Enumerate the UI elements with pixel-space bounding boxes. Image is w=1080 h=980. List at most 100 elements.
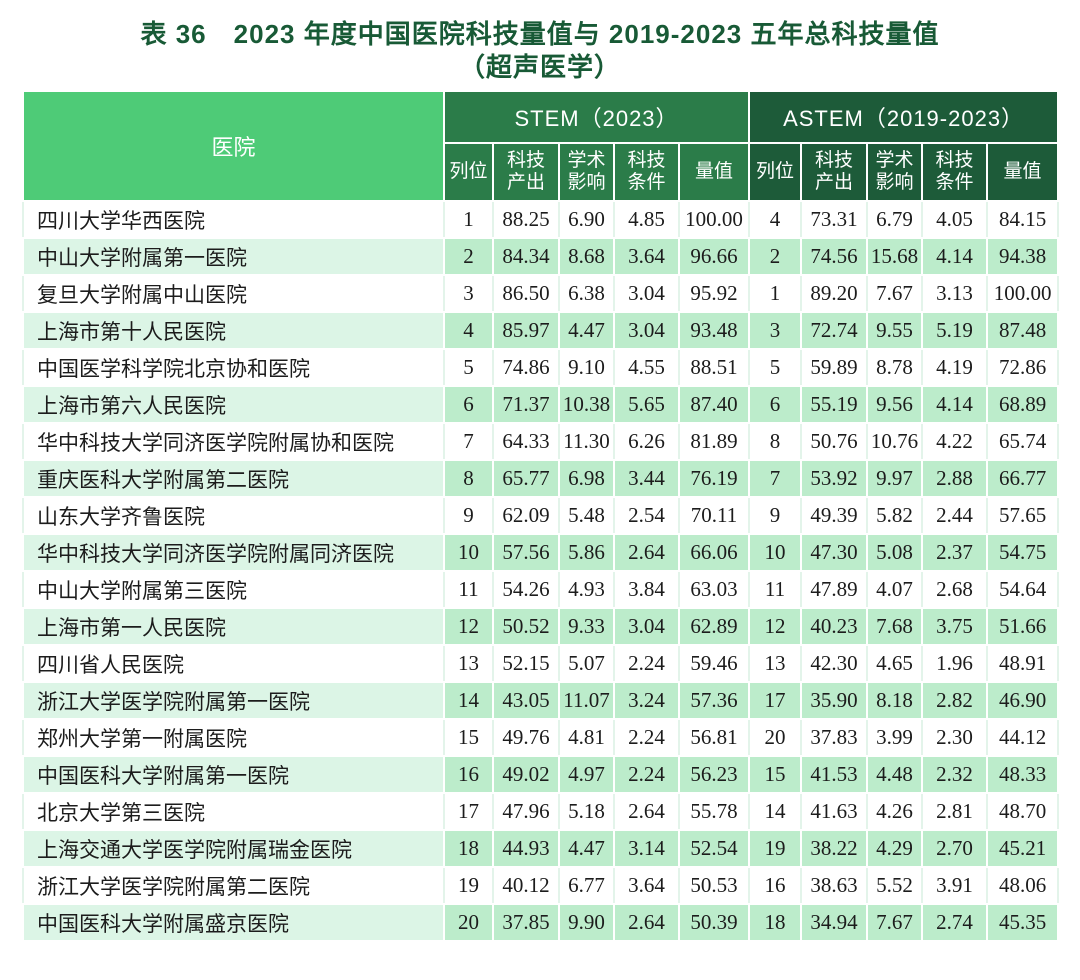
- value-cell: 37.83: [800, 718, 869, 757]
- value-cell: 5.52: [866, 866, 924, 905]
- value-cell: 55.78: [677, 792, 751, 831]
- value-cell: 48.91: [986, 644, 1060, 683]
- value-cell: 44.12: [986, 718, 1060, 757]
- value-cell: 12: [748, 607, 803, 646]
- value-cell: 6.26: [613, 422, 680, 461]
- value-cell: 62.09: [492, 496, 560, 535]
- value-cell: 62.89: [677, 607, 751, 646]
- hospital-name-cell: 山东大学齐鲁医院: [22, 496, 445, 535]
- table-row: 中国医科大学附属盛京医院 20 37.85 9.90 2.64 50.39 18 34.94 7…: [22, 903, 1060, 942]
- hospital-name-cell: 四川省人民医院: [22, 644, 445, 683]
- value-cell: 68.89: [986, 385, 1060, 424]
- astem-value-header: 量值: [986, 142, 1060, 202]
- value-cell: 49.76: [492, 718, 560, 757]
- value-cell: 16: [443, 755, 494, 794]
- value-cell: 1.96: [921, 644, 989, 683]
- value-cell: 84.15: [986, 200, 1060, 239]
- value-cell: 94.38: [986, 237, 1060, 276]
- value-cell: 46.90: [986, 681, 1060, 720]
- value-cell: 5.08: [866, 533, 924, 572]
- value-cell: 2.64: [613, 903, 680, 942]
- value-cell: 2.70: [921, 829, 989, 868]
- table-row: 山东大学齐鲁医院 9 62.09 5.48 2.54 70.11 9 49.39 5.82 2.4…: [22, 496, 1060, 535]
- hospital-name-cell: 四川大学华西医院: [22, 200, 445, 239]
- value-cell: 4.85: [613, 200, 680, 239]
- value-cell: 65.74: [986, 422, 1060, 461]
- value-cell: 63.03: [677, 570, 751, 609]
- value-cell: 11: [748, 570, 803, 609]
- value-cell: 2.30: [921, 718, 989, 757]
- value-cell: 45.35: [986, 903, 1060, 942]
- value-cell: 86.50: [492, 274, 560, 313]
- table-row: 郑州大学第一附属医院 15 49.76 4.81 2.24 56.81 20 37.83 3.9…: [22, 718, 1060, 757]
- value-cell: 40.12: [492, 866, 560, 905]
- value-cell: 88.25: [492, 200, 560, 239]
- hospital-name-cell: 华中科技大学同济医学院附属协和医院: [22, 422, 445, 461]
- astem-output-header: 科技产出: [800, 142, 869, 202]
- value-cell: 73.31: [800, 200, 869, 239]
- value-cell: 74.86: [492, 348, 560, 387]
- table-row: 中山大学附属第三医院 11 54.26 4.93 3.84 63.03 11 47.89 4.0…: [22, 570, 1060, 609]
- value-cell: 72.74: [800, 311, 869, 350]
- value-cell: 55.19: [800, 385, 869, 424]
- hospital-name-cell: 郑州大学第一附属医院: [22, 718, 445, 757]
- value-cell: 5.19: [921, 311, 989, 350]
- value-cell: 5.86: [558, 533, 615, 572]
- table-row: 华中科技大学同济医学院附属协和医院 7 64.33 11.30 6.26 81.89 8 50…: [22, 422, 1060, 461]
- value-cell: 10: [748, 533, 803, 572]
- value-cell: 53.92: [800, 459, 869, 498]
- value-cell: 9: [748, 496, 803, 535]
- value-cell: 49.39: [800, 496, 869, 535]
- value-cell: 4.14: [921, 385, 989, 424]
- value-cell: 9: [443, 496, 494, 535]
- value-cell: 2.24: [613, 644, 680, 683]
- table-row: 中国医科大学附属第一医院 16 49.02 4.97 2.24 56.23 15 41.53 4…: [22, 755, 1060, 794]
- value-cell: 35.90: [800, 681, 869, 720]
- stem-rank-header: 列位: [443, 142, 494, 202]
- value-cell: 16: [748, 866, 803, 905]
- value-cell: 74.56: [800, 237, 869, 276]
- hospital-name-cell: 中山大学附属第一医院: [22, 237, 445, 276]
- value-cell: 6.98: [558, 459, 615, 498]
- hospital-name-cell: 浙江大学医学院附属第二医院: [22, 866, 445, 905]
- value-cell: 9.10: [558, 348, 615, 387]
- value-cell: 9.33: [558, 607, 615, 646]
- value-cell: 14: [748, 792, 803, 831]
- value-cell: 5.48: [558, 496, 615, 535]
- astem-condition-header: 科技条件: [921, 142, 989, 202]
- table-row: 复旦大学附属中山医院 3 86.50 6.38 3.04 95.92 1 89.20 7.67 3…: [22, 274, 1060, 313]
- stem-output-header: 科技产出: [492, 142, 560, 202]
- value-cell: 54.26: [492, 570, 560, 609]
- value-cell: 66.06: [677, 533, 751, 572]
- value-cell: 54.64: [986, 570, 1060, 609]
- value-cell: 56.81: [677, 718, 751, 757]
- hospital-name-cell: 北京大学第三医院: [22, 792, 445, 831]
- value-cell: 12: [443, 607, 494, 646]
- value-cell: 3.91: [921, 866, 989, 905]
- value-cell: 8.68: [558, 237, 615, 276]
- value-cell: 59.89: [800, 348, 869, 387]
- value-cell: 37.85: [492, 903, 560, 942]
- value-cell: 59.46: [677, 644, 751, 683]
- value-cell: 19: [443, 866, 494, 905]
- value-cell: 41.63: [800, 792, 869, 831]
- value-cell: 18: [748, 903, 803, 942]
- value-cell: 38.22: [800, 829, 869, 868]
- table-title: 表 36 2023 年度中国医院科技量值与 2019-2023 五年总科技量值 …: [0, 0, 1080, 84]
- value-cell: 96.66: [677, 237, 751, 276]
- value-cell: 44.93: [492, 829, 560, 868]
- value-cell: 3: [748, 311, 803, 350]
- value-cell: 7: [443, 422, 494, 461]
- value-cell: 88.51: [677, 348, 751, 387]
- value-cell: 8: [443, 459, 494, 498]
- value-cell: 5: [748, 348, 803, 387]
- value-cell: 7: [748, 459, 803, 498]
- value-cell: 56.23: [677, 755, 751, 794]
- value-cell: 84.34: [492, 237, 560, 276]
- value-cell: 3.04: [613, 311, 680, 350]
- value-cell: 17: [748, 681, 803, 720]
- value-cell: 42.30: [800, 644, 869, 683]
- value-cell: 8.18: [866, 681, 924, 720]
- hospital-name-cell: 中山大学附属第三医院: [22, 570, 445, 609]
